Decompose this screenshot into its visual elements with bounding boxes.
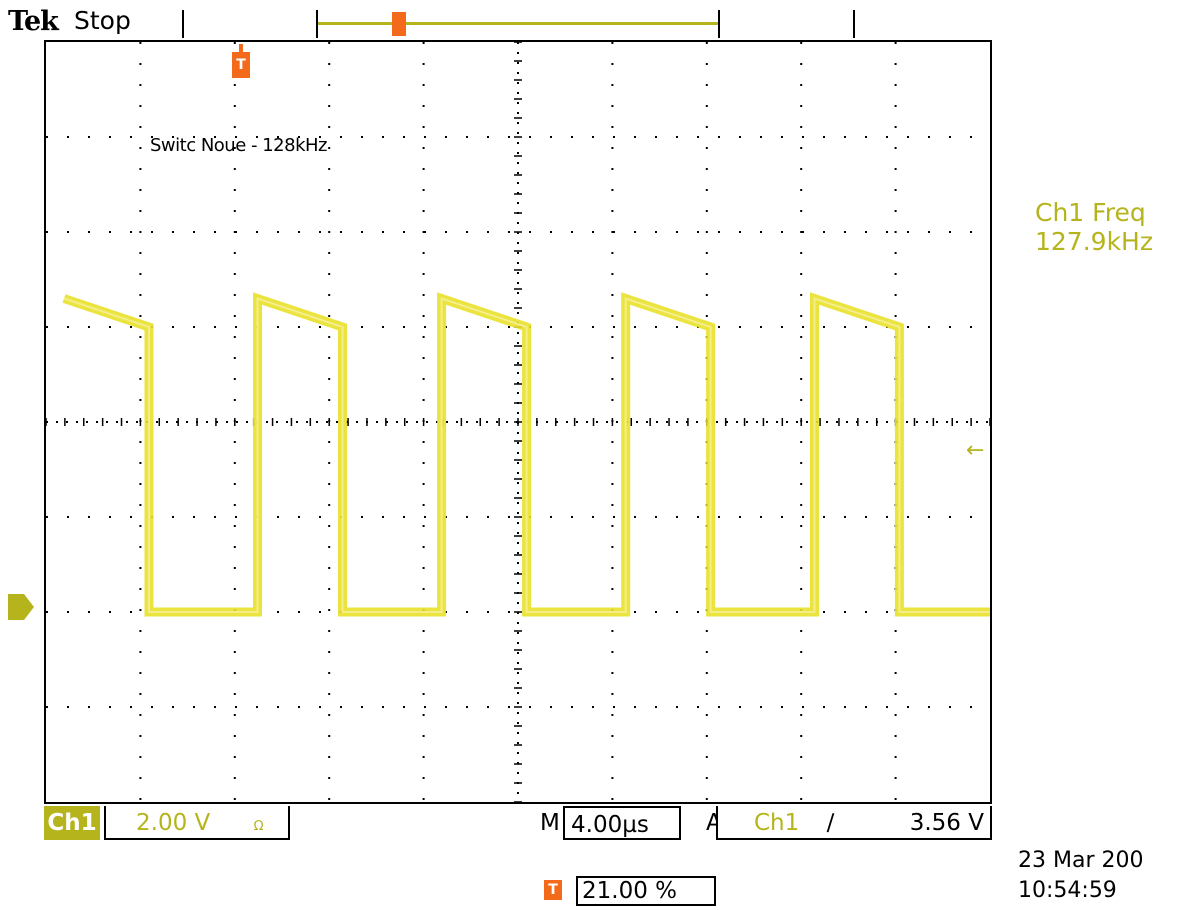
trigger-level: 3.56 V: [909, 810, 984, 836]
header-divider-left: [182, 10, 184, 38]
acquisition-status: Stop: [74, 6, 131, 35]
brand-logo: Tek: [8, 6, 59, 37]
trigger-position-value: 21.00 %: [576, 876, 716, 906]
measurement-value: 127.9kHz: [1035, 227, 1153, 256]
record-view-bar: [316, 10, 720, 38]
rising-edge-icon: ∕: [826, 810, 835, 836]
frequency-measurement: Ch1 Freq 127.9kHz: [1035, 198, 1153, 256]
channel-1-ground-marker: [8, 594, 34, 620]
trigger-source: Ch1: [754, 810, 800, 836]
measurement-label: Ch1 Freq: [1035, 198, 1146, 227]
trigger-settings-box: Ch1 ∕ 3.56 V: [716, 806, 992, 840]
time-label: 10:54:59: [1018, 878, 1117, 903]
trigger-position-marker: T: [232, 44, 250, 88]
channel-scale-box: 2.00 V Ω: [104, 806, 290, 840]
trigger-level-arrow-icon: ←: [966, 438, 985, 463]
timebase-prefix: M: [540, 810, 560, 836]
waveform-trace-core: [63, 297, 990, 613]
timestamp: 23 Mar 200 10:54:59: [1018, 846, 1143, 906]
header-divider-right: [853, 10, 855, 38]
waveform-plot: [46, 42, 990, 802]
waveform-display: T Switc Noue - 128kHz ←: [44, 40, 992, 804]
bandwidth-limit-icon: Ω: [253, 819, 264, 834]
channel-1-badge[interactable]: Ch1: [44, 806, 100, 840]
waveform-annotation: Switc Noue - 128kHz: [150, 135, 328, 156]
volts-per-div: 2.00 V: [136, 810, 211, 836]
time-per-div: 4.00µs: [563, 806, 681, 840]
trigger-position-icon: T: [544, 879, 562, 900]
record-trigger-icon: [392, 12, 406, 36]
date-label: 23 Mar 200: [1018, 848, 1144, 873]
